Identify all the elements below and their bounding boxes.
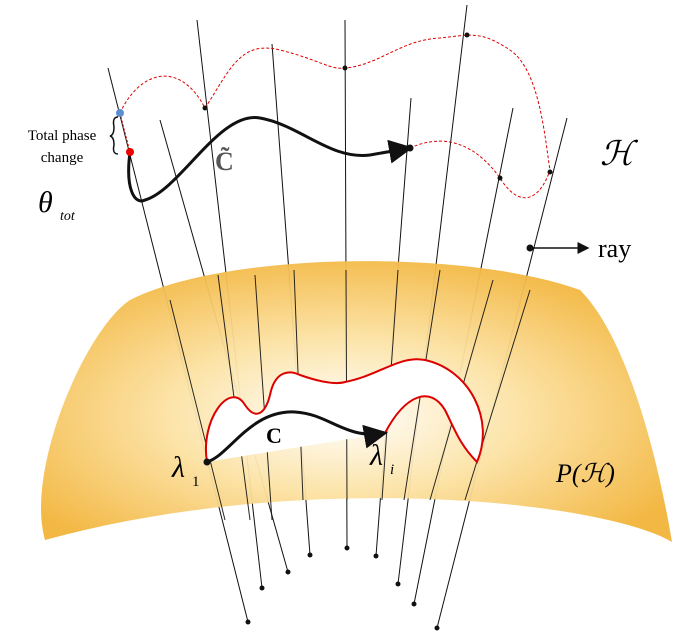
shape [411,601,417,607]
theta-symbol: θ [38,186,53,219]
shape [344,545,350,551]
annotation-line1: Total phase [28,128,97,144]
ray-label: ray [598,234,631,263]
lambda1-subscript: 1 [192,474,200,490]
shape [169,299,226,521]
lambda1-symbol: λ [171,451,185,484]
shape [373,553,379,559]
curve-label: C̃ [215,147,234,176]
theta-subscript: tot [60,209,76,224]
hilbert-label: ℋ [600,136,639,173]
lambdai-subscript: i [390,462,394,478]
shape [116,109,124,117]
shape [202,105,208,111]
shape [395,581,401,587]
shape [434,625,440,631]
shape [406,144,414,152]
projective-label: P(ℋ) [555,459,615,488]
shape [342,65,348,71]
shape [464,289,531,501]
shape [203,458,211,466]
loop-curve [206,410,388,464]
shape [307,552,313,558]
loop-label: C [266,423,282,448]
lambdai-symbol: λ [369,439,383,472]
shape [497,175,503,181]
shape [109,116,119,155]
shape [464,32,470,38]
lifted-curve [127,116,413,203]
shape [547,169,553,175]
shape [259,585,265,591]
shape [245,619,251,625]
shape [119,112,131,153]
shape [254,274,273,521]
annotation-line2: change [41,150,84,166]
shape [285,569,291,575]
dashed-curve [119,34,551,199]
red-loop [204,358,484,464]
shape [126,148,134,156]
